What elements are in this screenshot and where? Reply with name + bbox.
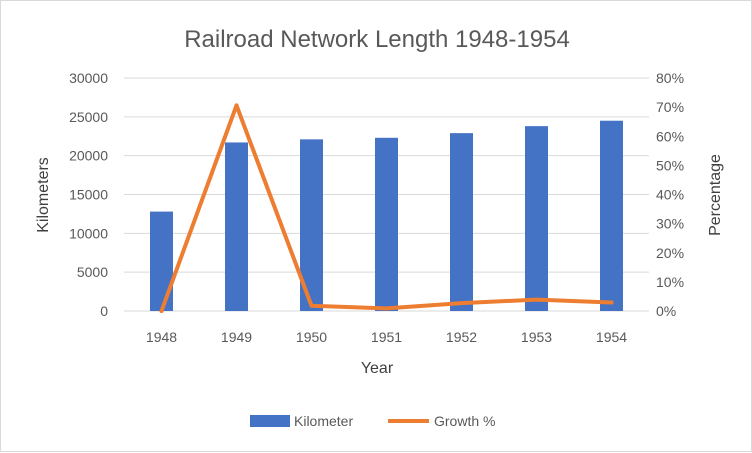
bar-1952 xyxy=(450,133,473,311)
bar-1951 xyxy=(375,137,398,311)
x-tick-label: 1954 xyxy=(596,329,627,345)
y-tick-label: 5000 xyxy=(77,264,108,280)
x-tick-label: 1952 xyxy=(446,329,477,345)
y-tick-label: 20000 xyxy=(69,148,108,164)
y-tick-label: 10000 xyxy=(69,225,108,241)
y-axis-right: 0% 10% 20% 30% 40% 50% 60% 70% 80% xyxy=(656,70,684,319)
growth-point-1954 xyxy=(609,300,614,305)
y-tick-label: 25000 xyxy=(69,109,108,125)
growth-point-1951 xyxy=(384,306,389,311)
bar-1954 xyxy=(600,120,623,311)
legend: Kilometer Growth % xyxy=(250,413,495,429)
bar-1950 xyxy=(300,139,323,311)
growth-point-1948 xyxy=(159,309,164,313)
x-axis: 1948 1949 1950 1951 1952 1953 1954 xyxy=(146,329,627,345)
y2-tick-label: 40% xyxy=(656,187,684,203)
y2-tick-label: 70% xyxy=(656,99,684,115)
x-tick-label: 1951 xyxy=(371,329,402,345)
growth-point-1952 xyxy=(459,301,464,306)
y2-tick-label: 30% xyxy=(656,216,684,232)
y2-tick-label: 20% xyxy=(656,245,684,261)
chart-title: Railroad Network Length 1948-1954 xyxy=(184,26,570,53)
legend-label-growth: Growth % xyxy=(434,413,495,429)
growth-point-1949 xyxy=(234,103,239,108)
y-tick-label: 0 xyxy=(100,303,108,319)
bar-1948 xyxy=(150,211,173,311)
bar-1949 xyxy=(225,142,248,311)
bar-series xyxy=(150,120,623,311)
y2-tick-label: 50% xyxy=(656,157,684,173)
line-series xyxy=(159,103,614,313)
growth-point-1950 xyxy=(309,303,314,308)
x-tick-label: 1953 xyxy=(521,329,552,345)
growth-point-1953 xyxy=(534,297,539,302)
y2-tick-label: 0% xyxy=(656,303,676,319)
bar-1953 xyxy=(525,126,548,311)
y2-tick-label: 10% xyxy=(656,274,684,290)
x-tick-label: 1949 xyxy=(221,329,252,345)
y-tick-label: 15000 xyxy=(69,187,108,203)
x-axis-title: Year xyxy=(361,360,394,377)
legend-label-kilometer: Kilometer xyxy=(294,413,353,429)
y-axis-left: 0 5000 10000 15000 20000 25000 30000 xyxy=(69,70,108,319)
y2-tick-label: 80% xyxy=(656,70,684,86)
legend-swatch-kilometer xyxy=(250,415,290,427)
x-tick-label: 1950 xyxy=(296,329,327,345)
y2-tick-label: 60% xyxy=(656,128,684,144)
x-tick-label: 1948 xyxy=(146,329,177,345)
y-tick-label: 30000 xyxy=(69,70,108,86)
y2-axis-title: Percentage xyxy=(707,154,724,236)
y-axis-title: Kilometers xyxy=(35,157,52,233)
